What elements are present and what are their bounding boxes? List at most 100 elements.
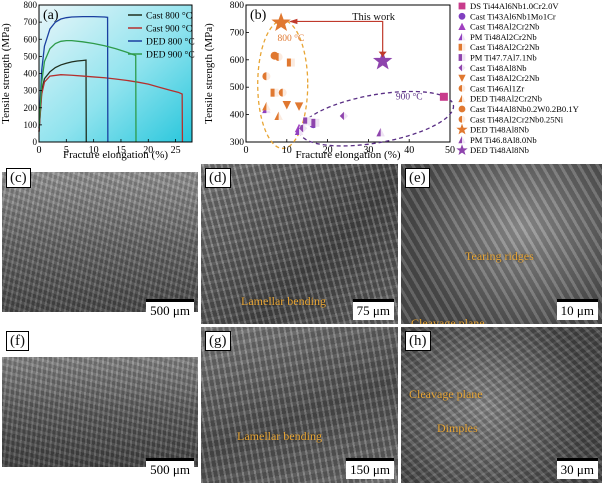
- panel-label: (e): [405, 168, 430, 188]
- legend-label: Cast Ti48Al8Nb: [470, 63, 527, 73]
- fracture-surface-image: [2, 172, 198, 312]
- y-tick-label: 800: [230, 1, 245, 11]
- legend-label: DED 900 °C: [146, 50, 195, 61]
- legend-marker: [458, 2, 466, 10]
- scale-bar: 30 μm: [556, 458, 598, 479]
- scatter-point-s10-half-fill: [278, 111, 284, 121]
- y-tick-label: 200: [24, 103, 38, 113]
- y-tick-label: 700: [24, 17, 38, 27]
- legend-marker: [458, 22, 466, 31]
- legend-label: Cast Ti48Al2Cr2Nb: [470, 73, 539, 83]
- scatter-point-s12-half-fill: [266, 71, 271, 81]
- annotation-lamellar-bending: Lamellar bending: [237, 429, 322, 443]
- legend-label: Cast Ti48Al2Cr2Nb0.25Ni: [470, 114, 564, 124]
- legend-marker: [456, 123, 468, 135]
- y-tick-label: 500: [24, 51, 38, 61]
- y-tick-label: 700: [230, 28, 245, 38]
- legend-marker: [458, 12, 466, 20]
- series-line-2: [38, 74, 184, 143]
- x-tick-label: 15: [116, 145, 126, 156]
- x-tick-label: 20: [143, 145, 153, 156]
- y-tick-label: 600: [230, 56, 245, 66]
- legend-marker: [458, 74, 466, 82]
- panel-label: (g): [205, 331, 231, 351]
- y-tick-label: 500: [230, 83, 245, 93]
- x-tick-label: 5: [64, 145, 69, 156]
- scatter-point-s6-half-fill: [315, 118, 320, 128]
- legend-marker-half-fill: [462, 135, 466, 144]
- annotation-800: 800 °C: [277, 33, 304, 44]
- legend-label: Cast Ti44Al8Nb0.2W0.2B0.1Y: [470, 104, 579, 114]
- legend-marker-half-fill: [462, 63, 466, 72]
- x-tick-label: 10: [282, 145, 292, 156]
- scatter-point-s14-half-fill: [380, 127, 386, 138]
- scatter-point-s7-half-fill: [303, 123, 308, 133]
- sem-panel-h: (h) Cleavage plane Dimples 30 μm: [401, 327, 602, 483]
- legend-marker-half-fill: [462, 43, 466, 52]
- panel-label-b: (b): [250, 8, 267, 23]
- x-tick-label: 30: [363, 145, 373, 156]
- legend-label: DS Ti44Al6Nb1.0Cr2.0V: [470, 1, 559, 11]
- y-tick-label: 400: [230, 111, 245, 121]
- annotation-dimples: Dimples: [437, 421, 478, 435]
- legend-label: DED 800 °C: [146, 37, 195, 48]
- x-axis-label: Fracture elongation (%): [295, 149, 400, 161]
- series-line-1: [38, 59, 87, 143]
- y-tick-label: 400: [24, 69, 38, 79]
- panel-label: (h): [405, 331, 431, 351]
- y-tick-label: 300: [230, 138, 245, 148]
- scatter-point-s8: [294, 102, 304, 111]
- x-tick-label: 25: [171, 145, 181, 156]
- series-line-3: [38, 15, 109, 143]
- legend-label: PM Ti47.7Al7.1Nb: [470, 53, 537, 63]
- arrow-this-work: [290, 20, 384, 58]
- legend-label: Cast Ti43Al6Nb1Mo1Cr: [470, 11, 556, 21]
- y-tick-label: 0: [33, 137, 38, 147]
- annotation-900: 900 °C: [396, 92, 423, 103]
- sem-panel-e: (e) Tearing ridges Cleavage plane 10 μm: [401, 164, 602, 324]
- legend-label: DED Ti48Al8Nb: [470, 125, 529, 135]
- panel-label: (d): [205, 168, 231, 188]
- scatter-point-s8: [282, 101, 292, 110]
- sem-panel-d: (d) Lamellar bending 75 μm: [201, 164, 398, 324]
- panel-a: 0 5 10 15 20 25 0 100 200 300 400 500 600 700 800 Fract…: [0, 0, 200, 162]
- y-axis-label: Tensile strength (MPa): [203, 23, 215, 124]
- sem-panel-c: (c) 500 μm: [2, 164, 198, 324]
- panel-label: (f): [6, 331, 29, 351]
- annotation-cleavage-plane: Cleavage plane: [411, 316, 485, 324]
- scatter-point-s6-half-fill: [307, 116, 312, 127]
- legend-label: DED Ti48Al2Cr2Nb: [470, 94, 542, 104]
- x-axis-label: Fracture elongation (%): [63, 149, 168, 161]
- legend-marker: [458, 105, 466, 113]
- y-tick-label: 800: [24, 0, 38, 10]
- legend-label: Cast Ti48Al2Cr2Nb: [470, 22, 539, 32]
- legend-label: Cast 900 °C: [146, 24, 192, 35]
- scatter-point-s9-half-fill: [282, 88, 288, 98]
- x-tick-label: 50: [445, 145, 455, 156]
- scatter-point-s11: [270, 51, 279, 60]
- fracture-surface-image: [2, 357, 198, 467]
- y-tick-label: 300: [24, 86, 38, 96]
- legend-label: Cast Ti48Al2Cr2Nb: [470, 42, 539, 52]
- legend-marker-half-fill: [462, 32, 466, 41]
- y-axis-label: Tensile strength (MPa): [0, 23, 12, 124]
- panel-label: (c): [6, 168, 31, 188]
- legend-marker-half-fill: [462, 94, 466, 103]
- scatter-point-s15: [373, 51, 393, 70]
- scatter-point-s1: [439, 92, 448, 101]
- annotation-lamellar-bending: Lamellar bending: [241, 294, 326, 308]
- sem-panel-g: (g) Lamellar bending 150 μm: [201, 327, 398, 483]
- plot-frame: [245, 4, 451, 143]
- scatter-point-s4-half-fill: [299, 126, 304, 136]
- legend-marker: [456, 144, 468, 156]
- annotation-this-work: This work: [352, 12, 396, 23]
- y-tick-label: 600: [24, 34, 38, 44]
- scale-bar: 500 μm: [146, 299, 194, 320]
- legend-label: Cast 800 °C: [146, 11, 192, 22]
- panel-label-a: (a): [43, 8, 59, 23]
- scale-bar: 150 μm: [346, 458, 394, 479]
- x-tick-label: 0: [244, 145, 249, 156]
- x-tick-label: 10: [89, 145, 99, 156]
- x-tick-label: 0: [37, 145, 42, 156]
- legend-marker-half-fill: [462, 53, 466, 62]
